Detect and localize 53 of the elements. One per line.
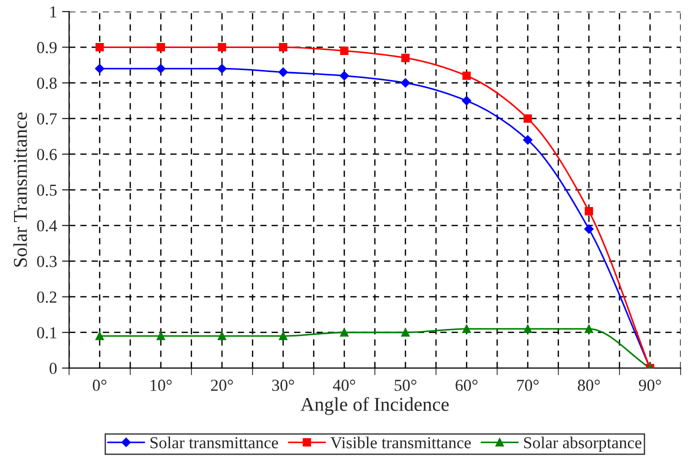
y-tick-label: 0.4 — [37, 220, 58, 232]
point — [584, 207, 594, 216]
y-tick-label: 0.5 — [37, 184, 57, 196]
point — [401, 328, 410, 337]
point — [400, 78, 410, 88]
x-tick-label: 80° — [578, 380, 600, 391]
point — [462, 72, 471, 80]
y-tick-label: 0.6 — [37, 148, 57, 160]
legend-label: Solar absorptance — [524, 436, 642, 452]
point — [278, 68, 288, 77]
y-tick-label: 0.1 — [37, 327, 56, 338]
x-tick-label: 0° — [92, 380, 106, 391]
point — [156, 332, 165, 340]
x-tick-label: 90° — [638, 380, 661, 391]
y-axis-title: Solar Transmittance — [13, 112, 27, 267]
point — [278, 332, 288, 340]
y-tick-label: 0.2 — [37, 291, 56, 303]
y-tick-label: 0.3 — [37, 256, 57, 268]
x-tick-label: 20° — [211, 380, 233, 391]
y-tick-label: 0 — [50, 362, 57, 374]
point — [524, 324, 532, 334]
point — [462, 96, 472, 106]
point — [584, 324, 594, 334]
point — [218, 43, 226, 52]
x-axis-title: Angle of Incidence — [300, 397, 449, 415]
x-tick-label: 60° — [456, 380, 478, 391]
point — [217, 64, 227, 74]
point — [278, 43, 288, 52]
y-tick-label: 1 — [50, 6, 56, 18]
point — [96, 332, 104, 340]
point — [401, 54, 410, 62]
point — [340, 46, 348, 55]
point — [95, 64, 104, 74]
point — [218, 332, 226, 340]
point — [156, 64, 166, 74]
y-tick-label: 0.9 — [37, 42, 57, 54]
y-tick-label: 0.7 — [37, 113, 57, 125]
legend-label: Solar transmittance — [150, 436, 278, 448]
x-tick-label: 50° — [394, 380, 416, 391]
legend-label: Visible transmittance — [330, 436, 471, 448]
point — [524, 114, 532, 123]
point — [584, 224, 594, 234]
point — [156, 43, 165, 52]
x-tick-label: 30° — [272, 380, 294, 391]
point — [523, 135, 532, 145]
point — [340, 71, 349, 80]
x-tick-label: 70° — [517, 380, 539, 391]
point — [462, 324, 471, 334]
x-tick-label: 40° — [332, 380, 356, 391]
point — [96, 43, 104, 52]
y-tick-label: 0.8 — [37, 78, 57, 89]
x-tick-label: 10° — [150, 380, 172, 391]
point — [340, 328, 348, 337]
